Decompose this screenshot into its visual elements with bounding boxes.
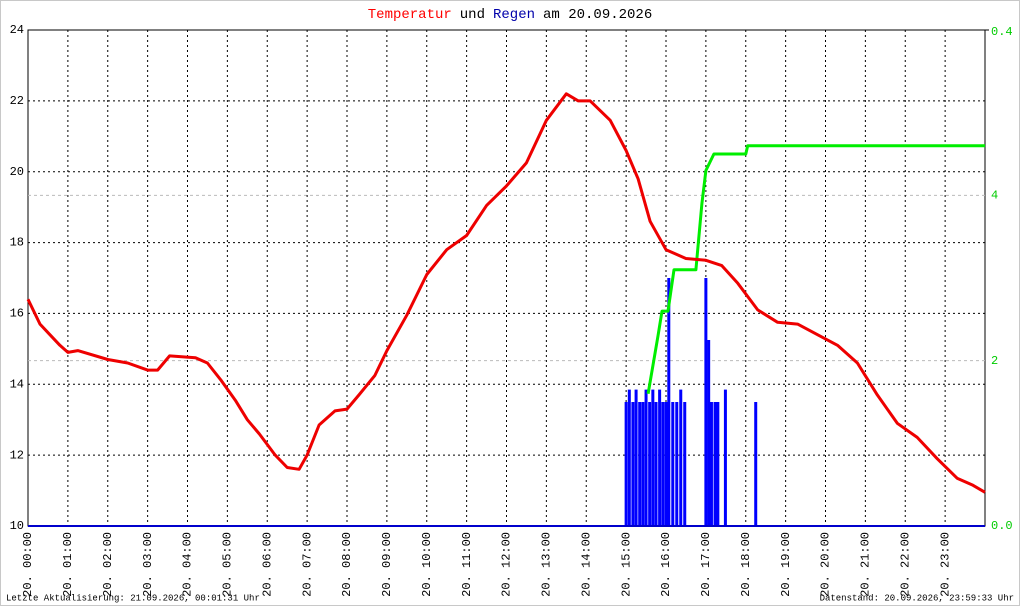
title-text: Temperatur und Regen am 20.09.2026 xyxy=(368,7,652,23)
rain-bar xyxy=(654,402,658,526)
rain-bar xyxy=(627,389,631,526)
x-tick-label: 20. 13:00 xyxy=(540,532,554,597)
title-part: Regen xyxy=(493,7,535,23)
rain-bar xyxy=(683,402,687,526)
y-tick-label: 20 xyxy=(10,165,24,179)
rain-bar xyxy=(716,402,720,526)
x-tick-label: 20. 17:00 xyxy=(699,532,713,597)
x-tick-label: 20. 12:00 xyxy=(500,532,514,597)
title-part: Temperatur xyxy=(368,7,452,23)
x-tick-label: 20. 10:00 xyxy=(420,532,434,597)
y2-tick-label: 4 xyxy=(991,189,998,203)
x-tick-label: 20. 16:00 xyxy=(659,532,673,597)
rain-bar xyxy=(671,402,675,526)
x-tick-label: 20. 04:00 xyxy=(181,532,195,597)
x-tick-label: 20. 00:00 xyxy=(21,532,35,597)
x-tick-label: 20. 20:00 xyxy=(819,532,833,597)
x-tick-label: 20. 15:00 xyxy=(619,532,633,597)
x-tick-label: 20. 23:00 xyxy=(938,532,952,597)
chart-title: Temperatur und Regen am 20.09.2026 xyxy=(368,7,652,23)
rain-bar xyxy=(667,278,671,526)
footer-right: Datenstand: 20.09.2026, 23:59:33 Uhr xyxy=(820,593,1014,603)
x-tick-label: 20. 07:00 xyxy=(300,532,314,597)
y3-tick-label: 0.4 xyxy=(991,25,1013,39)
title-part: und xyxy=(460,7,485,23)
rain-bar xyxy=(658,389,662,526)
rain-bar xyxy=(634,389,638,526)
x-tick-label: 20. 09:00 xyxy=(380,532,394,597)
y-tick-label: 10 xyxy=(10,519,24,533)
x-tick-label: 20. 22:00 xyxy=(898,532,912,597)
x-tick-label: 20. 05:00 xyxy=(221,532,235,597)
x-tick-label: 20. 03:00 xyxy=(141,532,155,597)
x-tick-label: 20. 19:00 xyxy=(779,532,793,597)
line-series xyxy=(26,92,986,494)
rain-bar xyxy=(679,389,683,526)
y-tick-label: 12 xyxy=(10,448,24,462)
x-tick-label: 20. 14:00 xyxy=(579,532,593,597)
x-tick-label: 20. 01:00 xyxy=(61,532,75,597)
y-tick-label: 14 xyxy=(10,377,24,391)
plot-area xyxy=(27,29,986,527)
x-tick-label: 20. 21:00 xyxy=(859,532,873,597)
y-tick-label: 22 xyxy=(10,94,24,108)
y2-tick-label: 0.0 xyxy=(991,519,1013,533)
rain-bar xyxy=(709,402,713,526)
x-tick-label: 20. 11:00 xyxy=(460,532,474,597)
rain-bar xyxy=(648,402,652,526)
rain-bar xyxy=(707,340,711,526)
x-tick-label: 20. 06:00 xyxy=(260,532,274,597)
rain-bar xyxy=(644,389,648,526)
y-tick-label: 16 xyxy=(10,307,24,321)
rain-bar xyxy=(713,402,717,526)
rain-bar xyxy=(641,402,645,526)
y2-tick-label: 2 xyxy=(991,354,998,368)
x-tick-label: 20. 02:00 xyxy=(101,532,115,597)
rain-bar xyxy=(723,389,727,526)
y-tick-label: 18 xyxy=(10,236,24,250)
rain-bar xyxy=(664,402,668,526)
line-series xyxy=(646,144,985,394)
footer-left: Letzte Aktualisierung: 21.09.2026, 00:01… xyxy=(6,593,260,603)
y-tick-label: 24 xyxy=(10,23,24,37)
rain-bar xyxy=(675,402,679,526)
rain-bar xyxy=(651,389,655,526)
x-tick-label: 20. 18:00 xyxy=(739,532,753,597)
rain-bar xyxy=(624,402,628,526)
rain-bar xyxy=(661,402,665,526)
rain-bar xyxy=(704,278,708,526)
rain-bar xyxy=(638,402,642,526)
rain-bar xyxy=(754,402,758,526)
title-part: am 20.09.2026 xyxy=(543,7,652,23)
x-tick-label: 20. 08:00 xyxy=(340,532,354,597)
rain-bar xyxy=(631,402,635,526)
